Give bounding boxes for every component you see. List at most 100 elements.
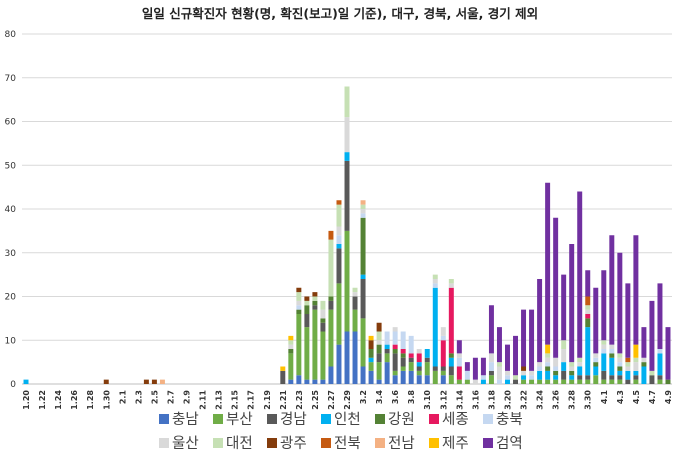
bar-segment-충북 — [480, 375, 486, 380]
bar-segment-경남 — [609, 375, 615, 380]
x-tick-label: 3.30 — [584, 390, 593, 410]
bar-segment-강원 — [312, 300, 318, 306]
bar-segment-경남 — [625, 379, 631, 384]
bar-segment-제주 — [633, 344, 639, 358]
bar-segment-충남 — [376, 379, 382, 384]
legend-label: 충북 — [496, 411, 523, 428]
bar-segment-충북 — [456, 357, 462, 367]
bar-segment-부산 — [336, 283, 342, 345]
bar-segment-충남 — [360, 366, 366, 384]
bar-segment-부산 — [328, 309, 334, 367]
bar-segment-충남 — [368, 370, 374, 384]
bar-segment-부산 — [456, 379, 462, 384]
x-tick-label: 2.27 — [327, 390, 336, 410]
bar-segment-인천 — [577, 366, 583, 376]
bar-segment-울산 — [529, 370, 535, 376]
bar-segment-강원 — [569, 370, 575, 376]
y-tick-label: 60 — [5, 118, 17, 128]
legend-swatch — [321, 414, 331, 424]
bar-segment-인천 — [360, 274, 366, 279]
bar-segment-울산 — [601, 344, 607, 349]
bar-segment-검역 — [488, 305, 494, 354]
x-tick-label: 3.14 — [455, 390, 464, 410]
bar-segment-인천 — [641, 366, 647, 384]
bar-segment-세종 — [585, 314, 591, 319]
bar-segment-충남 — [408, 370, 414, 384]
bar-segment-부산 — [352, 309, 358, 332]
bar-segment-충북 — [529, 375, 535, 380]
bar-segment-대전 — [312, 296, 318, 301]
bar-segment-부산 — [529, 379, 535, 384]
bar-segment-전북 — [336, 200, 342, 205]
x-tick-label: 2.3 — [134, 390, 143, 404]
x-tick-label: 3.26 — [552, 390, 561, 410]
bar-segment-인천 — [537, 370, 543, 380]
bar-segment-울산 — [432, 279, 438, 284]
y-tick-label: 30 — [5, 249, 17, 259]
bar-segment-인천 — [344, 152, 350, 161]
legend-swatch — [159, 438, 169, 448]
bar-segment-충남 — [328, 366, 334, 384]
legend-label: 검역 — [496, 435, 523, 452]
legend-label: 전북 — [334, 435, 361, 452]
bar-segment-검역 — [496, 327, 502, 363]
bar-segment-강원 — [593, 362, 599, 367]
bar-segment-인천 — [384, 344, 390, 349]
bar-segment-부산 — [448, 375, 454, 384]
bar-segment-강원 — [328, 296, 334, 301]
bar-segment-제주 — [545, 344, 551, 354]
bar-segment-인천 — [553, 375, 559, 380]
bar-segment-충남 — [320, 379, 326, 384]
bar-segment-부산 — [585, 379, 591, 384]
bar-segment-울산 — [376, 340, 382, 345]
bar-segment-강원 — [288, 349, 294, 354]
x-tick-label: 2.1 — [118, 390, 127, 405]
bar-segment-인천 — [416, 362, 422, 367]
bar-segment-인천 — [657, 353, 663, 376]
x-tick-label: 3.6 — [391, 390, 400, 405]
x-tick-label: 1.26 — [70, 390, 79, 410]
bar-segment-강원 — [400, 353, 406, 358]
bar-segment-강원 — [320, 318, 326, 323]
bar-segment-대전 — [625, 362, 631, 367]
bar-segment-대전 — [545, 353, 551, 358]
bar-segment-세종 — [408, 353, 414, 358]
bar-segment-부산 — [577, 379, 583, 384]
legend-label: 경남 — [280, 411, 307, 428]
legend-item-검역: 검역 — [483, 435, 523, 452]
bar-segment-부산 — [537, 379, 543, 384]
bar-segment-충남 — [304, 379, 310, 384]
bar-extra-2.5 — [151, 379, 157, 384]
bar-segment-검역 — [521, 309, 527, 367]
bar-segment-대전 — [352, 287, 358, 293]
x-tick-label: 1.24 — [54, 390, 63, 410]
bar-segment-부산 — [424, 362, 430, 376]
x-tick-label: 2.29 — [343, 390, 352, 410]
legend-swatch — [213, 438, 223, 448]
legend-swatch — [483, 438, 493, 448]
bar-segment-울산 — [320, 309, 326, 319]
bar-segment-부산 — [609, 379, 615, 384]
bar-segment-인천 — [601, 353, 607, 371]
bar-segment-인천 — [480, 379, 486, 384]
bar-segment-경남 — [320, 322, 326, 332]
bar-segment-충남 — [296, 375, 302, 384]
x-tick-label: 4.9 — [664, 390, 673, 405]
bar-segment-대전 — [344, 86, 350, 118]
bar-segment-충남 — [288, 379, 294, 384]
bar-segment-인천 — [633, 370, 639, 376]
bar-segment-검역 — [513, 335, 519, 376]
bar-segment-강원 — [545, 366, 551, 371]
bar-segment-경남 — [577, 375, 583, 380]
bar-segment-부산 — [657, 379, 663, 384]
bar-segment-울산 — [569, 366, 575, 371]
x-tick-label: 2.15 — [231, 390, 240, 410]
x-tick-label: 3.2 — [359, 390, 368, 404]
chart-title: 일일 신규확진자 현황(명, 확진(보고)일 기준), 대구, 경북, 서울, … — [142, 6, 538, 21]
bar-segment-울산 — [336, 226, 342, 236]
bar-segment-경남 — [416, 366, 422, 371]
bar-segment-인천 — [617, 370, 623, 376]
bar-segment-전남 — [360, 200, 366, 205]
bar-segment-광주 — [312, 292, 318, 297]
